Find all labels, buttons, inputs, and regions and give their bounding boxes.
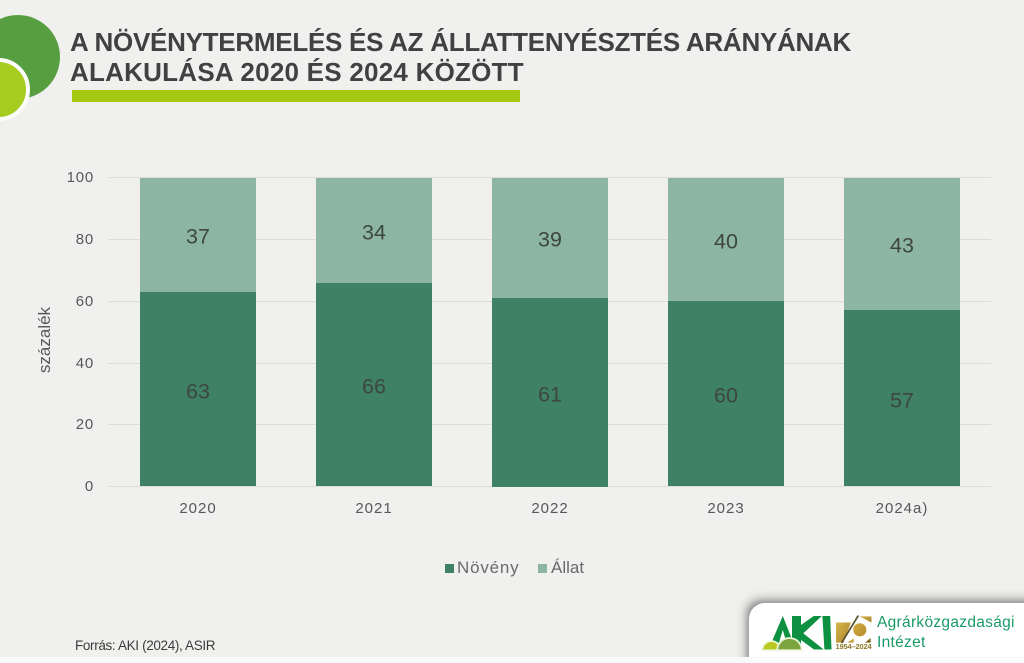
svg-text:1954–2024: 1954–2024 (835, 642, 872, 651)
